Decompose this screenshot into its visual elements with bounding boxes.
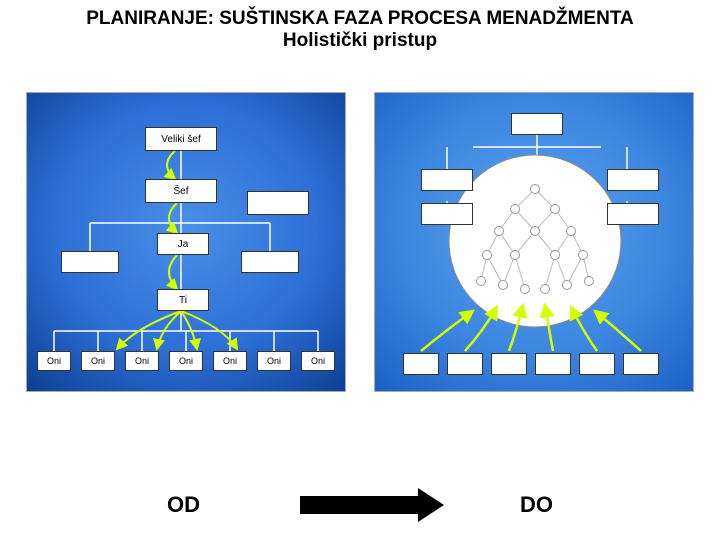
network-node xyxy=(510,250,520,260)
right-panel-bg xyxy=(375,93,694,392)
node-blank-l xyxy=(61,251,119,273)
outer-box-top xyxy=(511,113,563,135)
node-sef: Šef xyxy=(145,179,217,203)
node-oni: Oni xyxy=(257,351,291,371)
network-node xyxy=(476,276,486,286)
network-node xyxy=(494,226,504,236)
outer-box-r2 xyxy=(607,203,659,225)
network-node xyxy=(550,204,560,214)
node-oni: Oni xyxy=(81,351,115,371)
right-bottom-box xyxy=(623,353,659,375)
slide-title: PLANIRANJE: SUŠTINSKA FAZA PROCESA MENAD… xyxy=(0,0,720,52)
label-od: OD xyxy=(167,492,200,518)
title-line-1: PLANIRANJE: SUŠTINSKA FAZA PROCESA MENAD… xyxy=(0,8,720,30)
right-bottom-box xyxy=(579,353,615,375)
node-oni: Oni xyxy=(125,351,159,371)
network-node xyxy=(550,250,560,260)
network-node xyxy=(498,280,508,290)
right-bottom-box xyxy=(491,353,527,375)
network-node xyxy=(530,184,540,194)
network-node xyxy=(562,280,572,290)
node-ja: Ja xyxy=(157,233,209,255)
node-blank-r2 xyxy=(241,251,299,273)
outer-box-l1 xyxy=(421,169,473,191)
outer-box-r1 xyxy=(607,169,659,191)
network-node xyxy=(540,284,550,294)
title-line-2: Holistički pristup xyxy=(0,30,720,52)
panels-row: Veliki šef Šef Ja Ti Oni Oni Oni Oni Oni Oni O… xyxy=(0,52,720,392)
label-do: DO xyxy=(520,492,553,518)
right-bottom-box xyxy=(535,353,571,375)
left-hierarchy-panel: Veliki šef Šef Ja Ti Oni Oni Oni Oni Oni Oni O… xyxy=(26,92,346,392)
outer-box-l2 xyxy=(421,203,473,225)
right-bottom-box xyxy=(447,353,483,375)
big-arrow-icon xyxy=(300,496,420,514)
network-node xyxy=(482,250,492,260)
node-blank-r1 xyxy=(247,191,309,215)
footer-row: OD DO xyxy=(0,492,720,518)
node-oni: Oni xyxy=(37,351,71,371)
network-node xyxy=(530,226,540,236)
right-bottom-box xyxy=(403,353,439,375)
node-veliki-sef: Veliki šef xyxy=(145,127,217,151)
node-ti: Ti xyxy=(157,289,209,311)
node-oni: Oni xyxy=(301,351,335,371)
network-node xyxy=(520,284,530,294)
network-node xyxy=(566,226,576,236)
network-node xyxy=(510,204,520,214)
network-node xyxy=(578,250,588,260)
node-oni: Oni xyxy=(169,351,203,371)
node-oni: Oni xyxy=(213,351,247,371)
network-node xyxy=(584,276,594,286)
right-network-panel xyxy=(374,92,694,392)
